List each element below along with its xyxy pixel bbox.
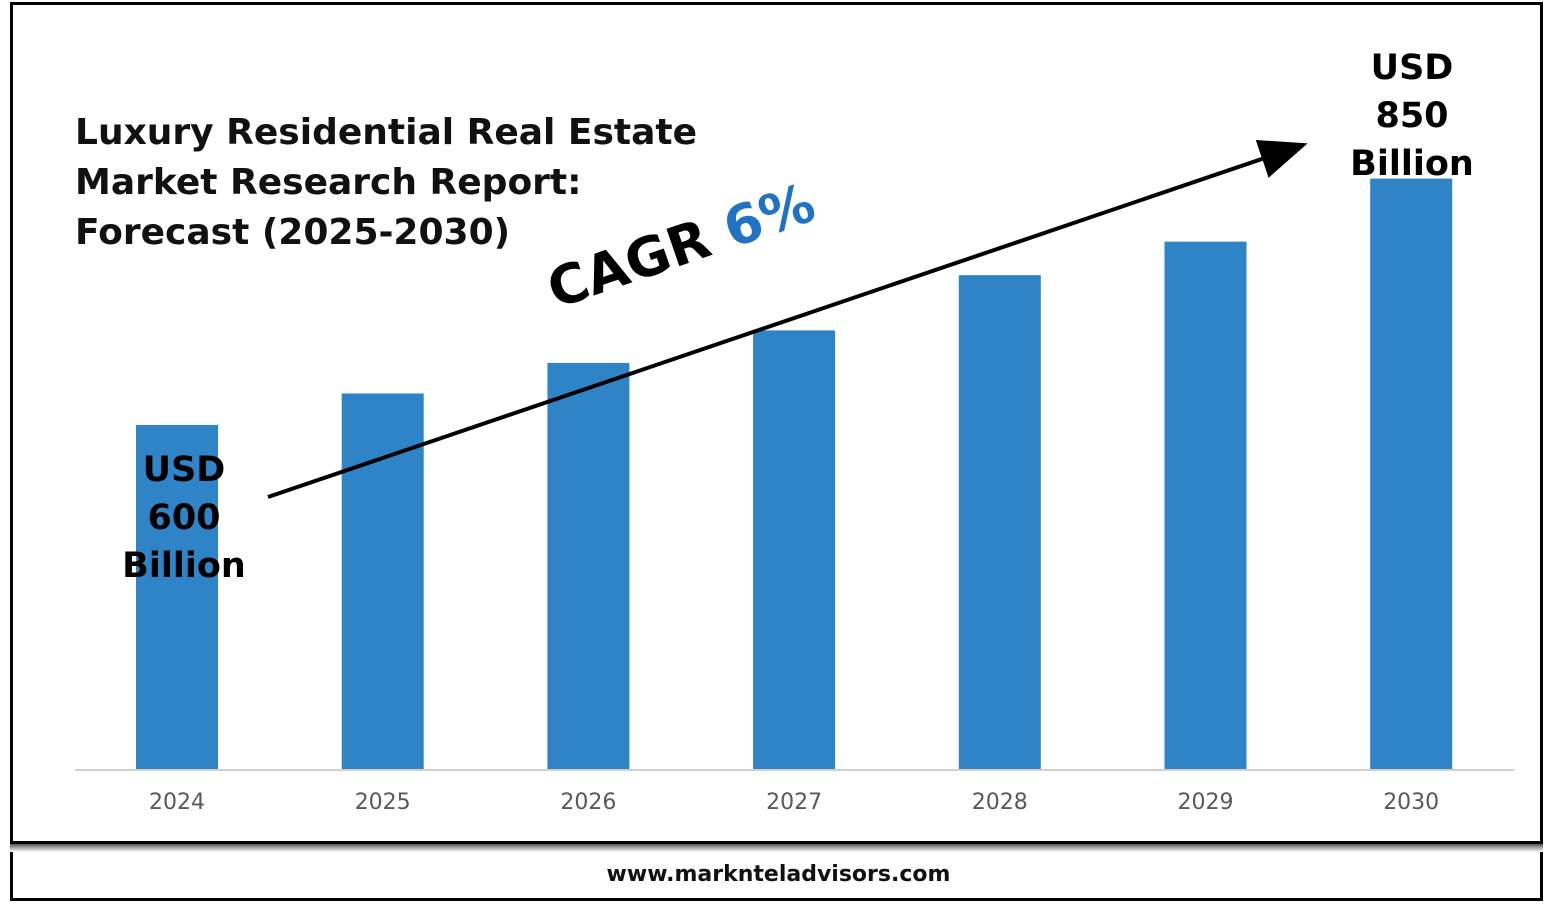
bar-2028	[958, 275, 1041, 770]
bar-2027	[753, 330, 836, 770]
bar-2030	[1370, 178, 1453, 771]
callout-start-currency: USD	[142, 450, 226, 490]
callout-end-currency: USD	[1370, 48, 1454, 88]
callout-end-amount: 850	[1375, 96, 1449, 136]
cagr-arrow	[267, 139, 1308, 499]
title-line-2: Market Research Report:	[75, 162, 582, 203]
chart-title: Luxury Residential Real Estate Market Re…	[75, 108, 715, 258]
callout-start-amount: 600	[147, 498, 221, 538]
callout-end-unit: Billion	[1350, 144, 1474, 184]
footer-shadow	[10, 844, 1543, 852]
title-line-3: Forecast (2025-2030)	[75, 212, 511, 253]
title-line-1: Luxury Residential Real Estate	[75, 112, 698, 153]
x-tick-2025: 2025	[355, 790, 411, 815]
callout-start-unit: Billion	[122, 546, 246, 586]
x-tick-labels: 2024 2025 2026 2027 2028 2029 2030	[149, 790, 1439, 815]
x-tick-2029: 2029	[1178, 790, 1234, 815]
x-tick-2026: 2026	[560, 790, 616, 815]
bar-2029	[1164, 241, 1247, 770]
bar-2026	[547, 362, 630, 770]
footer-url[interactable]: www.marknteladvisors.com	[606, 862, 951, 887]
callout-start-value: USD 600 Billion	[94, 446, 274, 590]
bar-2024	[136, 425, 218, 770]
bars-group	[136, 178, 1453, 771]
x-tick-2024: 2024	[149, 790, 205, 815]
callout-end-value: USD 850 Billion	[1322, 44, 1502, 188]
x-tick-2027: 2027	[766, 790, 822, 815]
x-tick-2028: 2028	[972, 790, 1028, 815]
x-tick-2030: 2030	[1383, 790, 1439, 815]
footer-bar	[10, 844, 1543, 901]
